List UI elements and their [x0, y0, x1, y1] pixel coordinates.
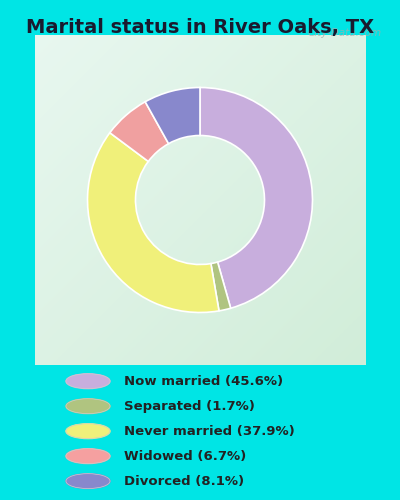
Wedge shape — [200, 88, 312, 308]
Text: Now married (45.6%): Now married (45.6%) — [124, 374, 283, 388]
Text: Widowed (6.7%): Widowed (6.7%) — [124, 450, 246, 462]
Text: Marital status in River Oaks, TX: Marital status in River Oaks, TX — [26, 18, 374, 36]
Wedge shape — [110, 102, 168, 162]
Text: City-Data.com: City-Data.com — [307, 28, 382, 38]
Text: Never married (37.9%): Never married (37.9%) — [124, 424, 295, 438]
Circle shape — [66, 474, 110, 488]
Wedge shape — [211, 262, 231, 311]
Text: Separated (1.7%): Separated (1.7%) — [124, 400, 255, 412]
Text: Divorced (8.1%): Divorced (8.1%) — [124, 474, 244, 488]
Wedge shape — [145, 88, 200, 144]
Wedge shape — [88, 132, 219, 312]
Circle shape — [66, 399, 110, 413]
Circle shape — [66, 374, 110, 388]
Circle shape — [66, 424, 110, 438]
Circle shape — [66, 448, 110, 464]
